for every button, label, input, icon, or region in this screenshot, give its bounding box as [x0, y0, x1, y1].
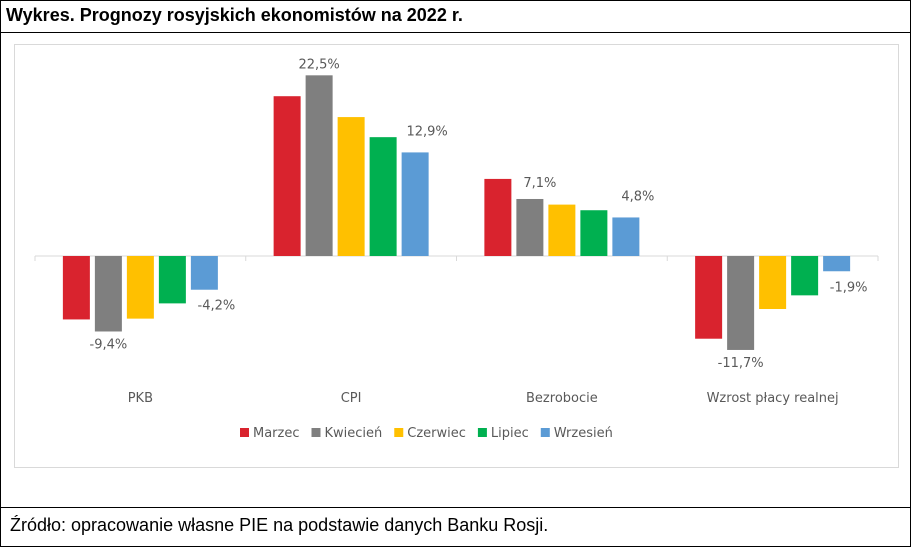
bar-kwiecień-0	[94, 256, 122, 332]
bar-marzec-1	[273, 96, 301, 256]
source-note: Źródło: opracowanie własne PIE na podsta…	[10, 515, 549, 535]
bar-marzec-3	[695, 256, 723, 339]
legend-label: Wrzesień	[554, 426, 613, 441]
data-label: 4,8%	[621, 189, 654, 204]
bar-marzec-2	[484, 178, 512, 256]
bar-czerwiec-0	[126, 256, 154, 319]
category-label: Wzrost płacy realnej	[707, 391, 839, 406]
legend-swatch-wrzesień	[540, 428, 550, 437]
data-label: -11,7%	[718, 356, 764, 371]
category-label: PKB	[128, 391, 153, 406]
bar-kwiecień-1	[305, 75, 333, 256]
bar-kwiecień-3	[727, 256, 755, 350]
data-label: 12,9%	[406, 124, 447, 139]
bar-wrzesień-1	[401, 152, 429, 256]
legend-swatch-czerwiec	[394, 428, 404, 437]
bar-marzec-0	[62, 256, 90, 320]
chart-title: Wykres. Prognozy rosyjskich ekonomistów …	[6, 5, 463, 25]
legend-swatch-lipiec	[477, 428, 487, 437]
legend-swatch-kwiecień	[311, 428, 321, 437]
bar-wrzesień-0	[190, 256, 218, 290]
chart-area	[14, 44, 899, 468]
category-label: CPI	[341, 391, 362, 406]
bar-lipiec-2	[580, 210, 608, 256]
data-label: -9,4%	[90, 337, 128, 352]
legend-label: Lipiec	[491, 426, 529, 441]
bar-kwiecień-2	[516, 198, 544, 256]
legend-label: Marzec	[253, 426, 300, 441]
bar-czerwiec-3	[759, 256, 787, 309]
source-divider	[0, 507, 911, 508]
data-label: 7,1%	[523, 176, 556, 191]
category-label: Bezrobocie	[526, 391, 598, 406]
data-label: 22,5%	[298, 57, 339, 72]
data-label: -4,2%	[198, 299, 236, 314]
title-divider	[0, 32, 911, 33]
bar-lipiec-1	[369, 137, 397, 256]
legend-label: Czerwiec	[407, 426, 466, 441]
legend-swatch-marzec	[240, 428, 249, 437]
bar-czerwiec-1	[337, 117, 365, 257]
bar-wrzesień-3	[823, 256, 851, 272]
bar-czerwiec-2	[548, 204, 576, 256]
legend-label: Kwiecień	[325, 426, 383, 441]
data-label: -1,9%	[830, 280, 868, 295]
bar-wrzesień-2	[612, 217, 640, 256]
bar-lipiec-3	[791, 256, 819, 296]
bar-lipiec-0	[158, 256, 186, 304]
